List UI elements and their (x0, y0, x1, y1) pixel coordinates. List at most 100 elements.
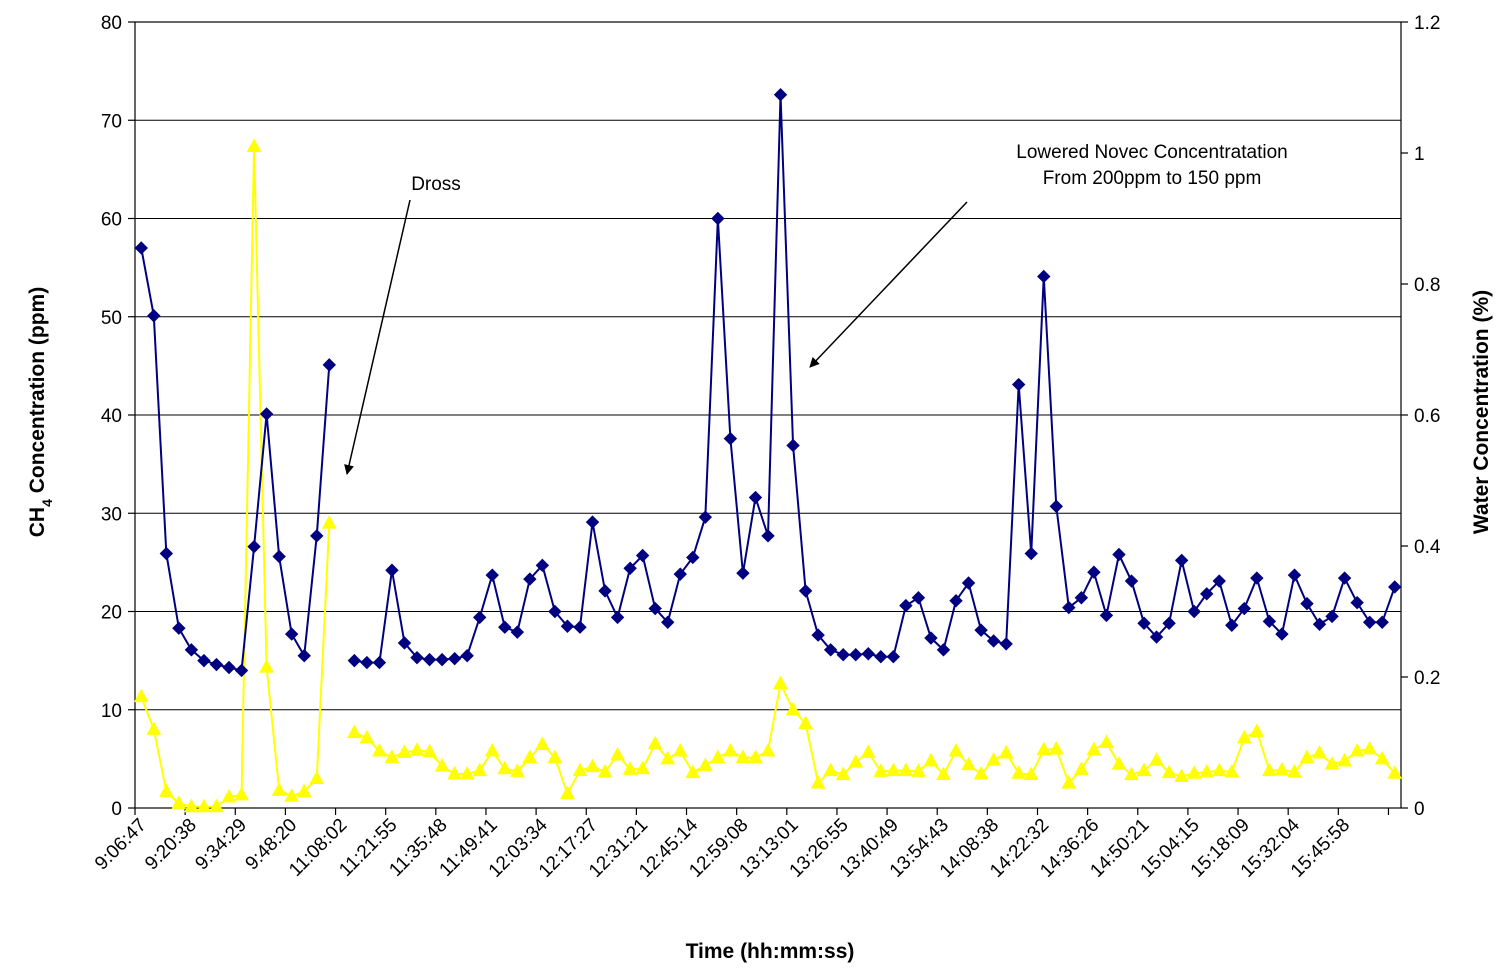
data-point-marker (849, 648, 863, 662)
data-point-marker (810, 775, 826, 789)
data-point-marker (209, 657, 224, 672)
left-tick-label: 70 (101, 111, 122, 132)
data-point-marker (661, 615, 675, 630)
data-point-marker (836, 648, 850, 662)
data-point-marker (1023, 766, 1039, 781)
data-point-marker (222, 660, 236, 675)
data-point-marker (899, 598, 913, 613)
data-point-marker (509, 763, 525, 777)
data-point-marker (1037, 269, 1051, 284)
data-point-marker (1249, 723, 1265, 737)
data-point-marker (1162, 616, 1176, 630)
data-point-marker (284, 627, 299, 641)
data-point-marker (171, 795, 187, 809)
data-point-marker (736, 566, 750, 580)
left-tick-label: 60 (101, 210, 122, 231)
data-point-marker (773, 87, 788, 102)
data-point-marker (998, 744, 1014, 759)
data-point-marker (635, 548, 650, 563)
data-point-marker (999, 637, 1013, 651)
data-point-marker (785, 701, 801, 716)
data-point-marker (1274, 761, 1290, 776)
data-point-marker (710, 749, 726, 764)
data-point-marker (886, 762, 901, 777)
left-tick-label: 10 (101, 701, 122, 722)
left-tick-label: 80 (101, 13, 122, 34)
x-tick-label: 9:06:47 (91, 815, 151, 875)
data-point-marker (1149, 630, 1164, 644)
data-point-marker (247, 539, 261, 554)
data-point-marker (986, 634, 1001, 648)
data-point-marker (786, 438, 800, 453)
data-point-marker (259, 407, 274, 421)
annotation-text: Dross (411, 174, 461, 195)
data-point-marker (397, 636, 412, 650)
data-point-marker (385, 563, 399, 577)
data-point-marker (1161, 764, 1177, 779)
data-point-marker (397, 744, 412, 758)
data-point-marker (523, 572, 537, 586)
data-point-marker (936, 766, 951, 781)
data-point-marker (723, 431, 738, 446)
data-point-marker (1388, 580, 1402, 594)
data-point-marker (447, 765, 462, 780)
data-point-marker (860, 744, 876, 758)
data-point-marker (748, 749, 763, 764)
series-line (354, 94, 1396, 664)
x-axis: 9:06:479:20:389:34:299:48:2011:08:0211:2… (91, 808, 1390, 882)
data-point-marker (610, 746, 625, 761)
data-point-marker (1048, 741, 1064, 755)
data-point-marker (573, 620, 587, 634)
right-tick-label: 0 (1414, 799, 1425, 820)
data-point-marker (498, 620, 512, 634)
data-point-marker (1300, 596, 1314, 611)
data-point-marker (936, 643, 951, 657)
data-point-marker (560, 785, 575, 800)
data-point-marker (924, 631, 938, 645)
data-point-marker (1387, 765, 1403, 779)
data-point-marker (296, 783, 312, 798)
data-point-marker (798, 715, 813, 730)
data-point-marker (1186, 765, 1202, 779)
data-point-marker (484, 742, 500, 757)
data-point-marker (1362, 615, 1377, 630)
data-point-marker (798, 584, 813, 598)
data-point-marker (961, 756, 976, 771)
data-point-marker (911, 763, 926, 777)
data-point-marker (347, 653, 362, 668)
annotations: Dross Lowered Novec Concentratation From 2… (344, 142, 1288, 475)
data-point-marker (359, 729, 375, 744)
data-point-marker (1312, 617, 1327, 631)
left-y-axis: 0 10 20 30 40 50 60 70 80 (101, 13, 135, 820)
data-point-marker (1350, 595, 1364, 610)
data-point-marker (321, 515, 337, 529)
data-point-marker (585, 758, 600, 773)
data-point-marker (1011, 377, 1026, 392)
data-point-marker (1199, 763, 1215, 778)
data-point-marker (1275, 627, 1289, 641)
data-point-marker (1174, 768, 1189, 783)
ch4-series (134, 87, 1402, 678)
data-point-marker (1011, 765, 1027, 779)
data-point-marker (159, 546, 174, 561)
data-point-marker (133, 688, 149, 703)
data-point-marker (1111, 756, 1127, 770)
data-point-marker (1324, 756, 1340, 770)
data-point-marker (1337, 752, 1352, 767)
data-point-marker (1349, 742, 1365, 757)
data-point-marker (1325, 609, 1339, 624)
data-point-marker (310, 529, 324, 543)
data-point-marker (911, 591, 926, 605)
data-point-marker (1136, 762, 1152, 777)
x-tick-label: 9:20:38 (141, 815, 201, 875)
data-point-marker (948, 742, 964, 757)
data-point-marker (1086, 741, 1102, 756)
left-tick-label: 50 (101, 308, 122, 329)
right-y-axis-title: Water Concentration (%) (1470, 290, 1493, 534)
data-point-marker (986, 752, 1001, 766)
data-point-marker (1112, 547, 1126, 562)
data-point-marker (535, 736, 550, 750)
data-point-marker (1062, 600, 1076, 615)
data-point-marker (886, 649, 901, 664)
